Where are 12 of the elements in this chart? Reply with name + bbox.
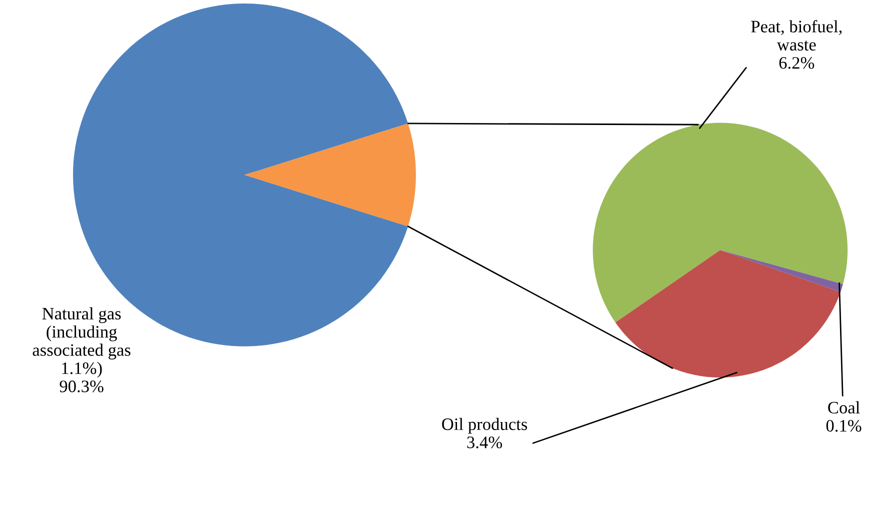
data-label: 3.4% (467, 436, 502, 448)
slice-label: Peat, biofuel, waste (751, 20, 842, 51)
slice-label: Natural gas (including associated gas 1.1%) (32, 307, 130, 378)
slice-label: Oil products (442, 418, 528, 434)
pie-slice (615, 250, 841, 378)
pie-slice (592, 122, 848, 322)
pie-slice (244, 123, 416, 226)
slice-label: Coal (828, 401, 860, 414)
pie-slice (720, 250, 843, 292)
data-label: 6.2% (779, 57, 814, 69)
data-label: 90.3% (60, 380, 104, 392)
data-label: 0.1% (826, 420, 862, 432)
